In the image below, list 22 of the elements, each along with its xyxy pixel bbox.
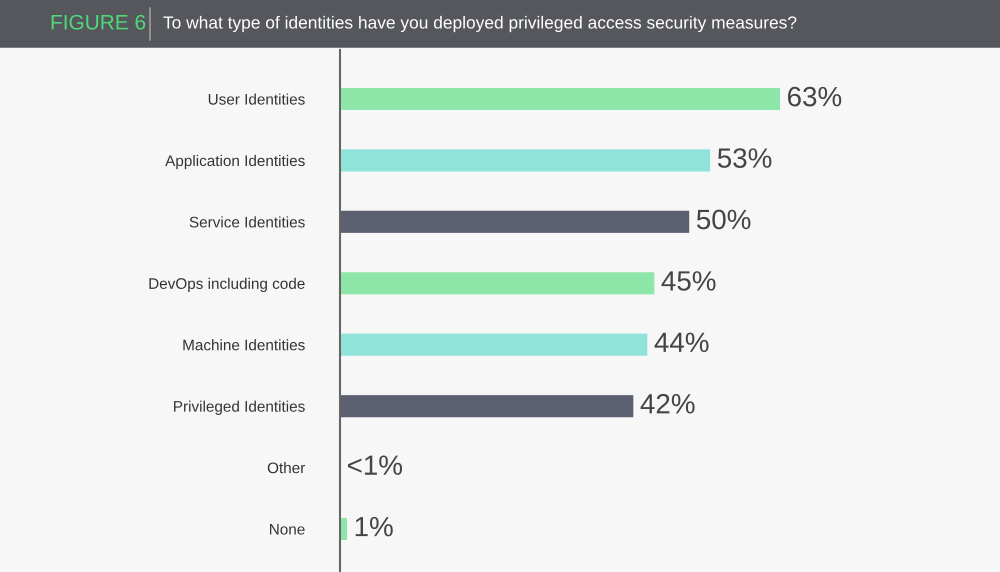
- data-label: 50%: [696, 210, 750, 230]
- y-tick-label: Privileged Identities: [174, 400, 305, 415]
- y-tick-label: Machine Identities: [183, 339, 305, 350]
- data-label: 44%: [654, 332, 709, 352]
- text: FIGURE 6: [52, 14, 146, 30]
- y-tick-label: Other: [268, 462, 306, 474]
- y-tick-label: None: [270, 524, 305, 535]
- y-tick-label: Service Identities: [190, 216, 305, 228]
- y-tick-label: User Identities: [208, 93, 305, 105]
- data-label: 42%: [640, 394, 695, 414]
- chart-subtitle: To what type of identities have you deployed privileged access security measures?: [163, 16, 796, 32]
- text: <1%: [348, 455, 402, 475]
- data-label: 1%: [356, 516, 393, 536]
- data-label: 45%: [662, 271, 716, 291]
- bar: [340, 334, 648, 356]
- bar: [340, 88, 780, 110]
- bar: [340, 272, 654, 294]
- data-label: 53%: [718, 148, 772, 168]
- y-tick-label: Application Identities: [165, 154, 305, 170]
- data-label: 63%: [788, 86, 842, 106]
- bar: [340, 149, 710, 172]
- y-tick-label: DevOps including code: [149, 278, 305, 292]
